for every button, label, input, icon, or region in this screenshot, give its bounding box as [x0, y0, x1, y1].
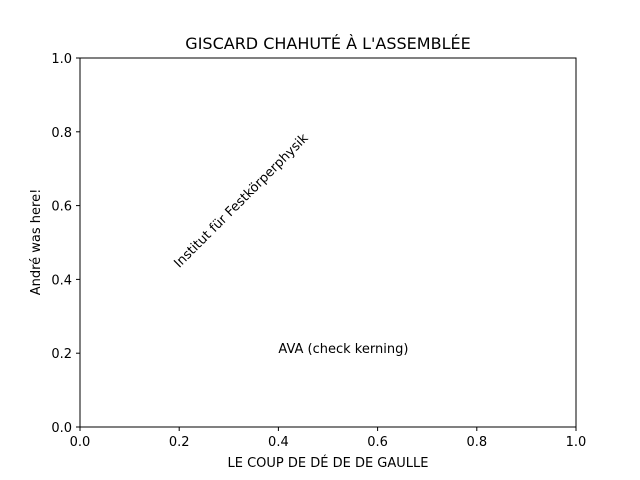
- y-tick-label: 0.8: [51, 126, 72, 141]
- annotations: Institut für Festkörperphysik AVA (check …: [171, 131, 408, 357]
- x-tick-label: 0.2: [169, 435, 190, 450]
- annotation-text: AVA (check kerning): [278, 342, 408, 357]
- x-tick-label: 0.8: [466, 435, 487, 450]
- y-tick-label: 1.0: [51, 52, 72, 67]
- y-tick-label: 0.4: [51, 273, 72, 288]
- x-axis-ticks: 0.0 0.2 0.4 0.6 0.8 1.0: [70, 427, 587, 450]
- y-tick-label: 0.0: [51, 421, 72, 436]
- y-axis-label: André was here!: [29, 189, 44, 296]
- x-tick-label: 1.0: [566, 435, 587, 450]
- chart-title: GISCARD CHAHUTÉ À L'ASSEMBLÉE: [185, 34, 470, 53]
- x-tick-label: 0.4: [268, 435, 289, 450]
- plot-area: [79, 57, 577, 428]
- y-tick-label: 0.2: [51, 347, 72, 362]
- x-axis-label: LE COUP DE DÉ DE DE GAULLE: [228, 455, 429, 471]
- y-axis-ticks: 0.0 0.2 0.4 0.6 0.8 1.0: [51, 52, 80, 436]
- x-tick-label: 0.6: [367, 435, 388, 450]
- y-tick-label: 0.6: [51, 200, 72, 215]
- annotation-text: Institut für Festkörperphysik: [171, 131, 311, 271]
- x-tick-label: 0.0: [70, 435, 91, 450]
